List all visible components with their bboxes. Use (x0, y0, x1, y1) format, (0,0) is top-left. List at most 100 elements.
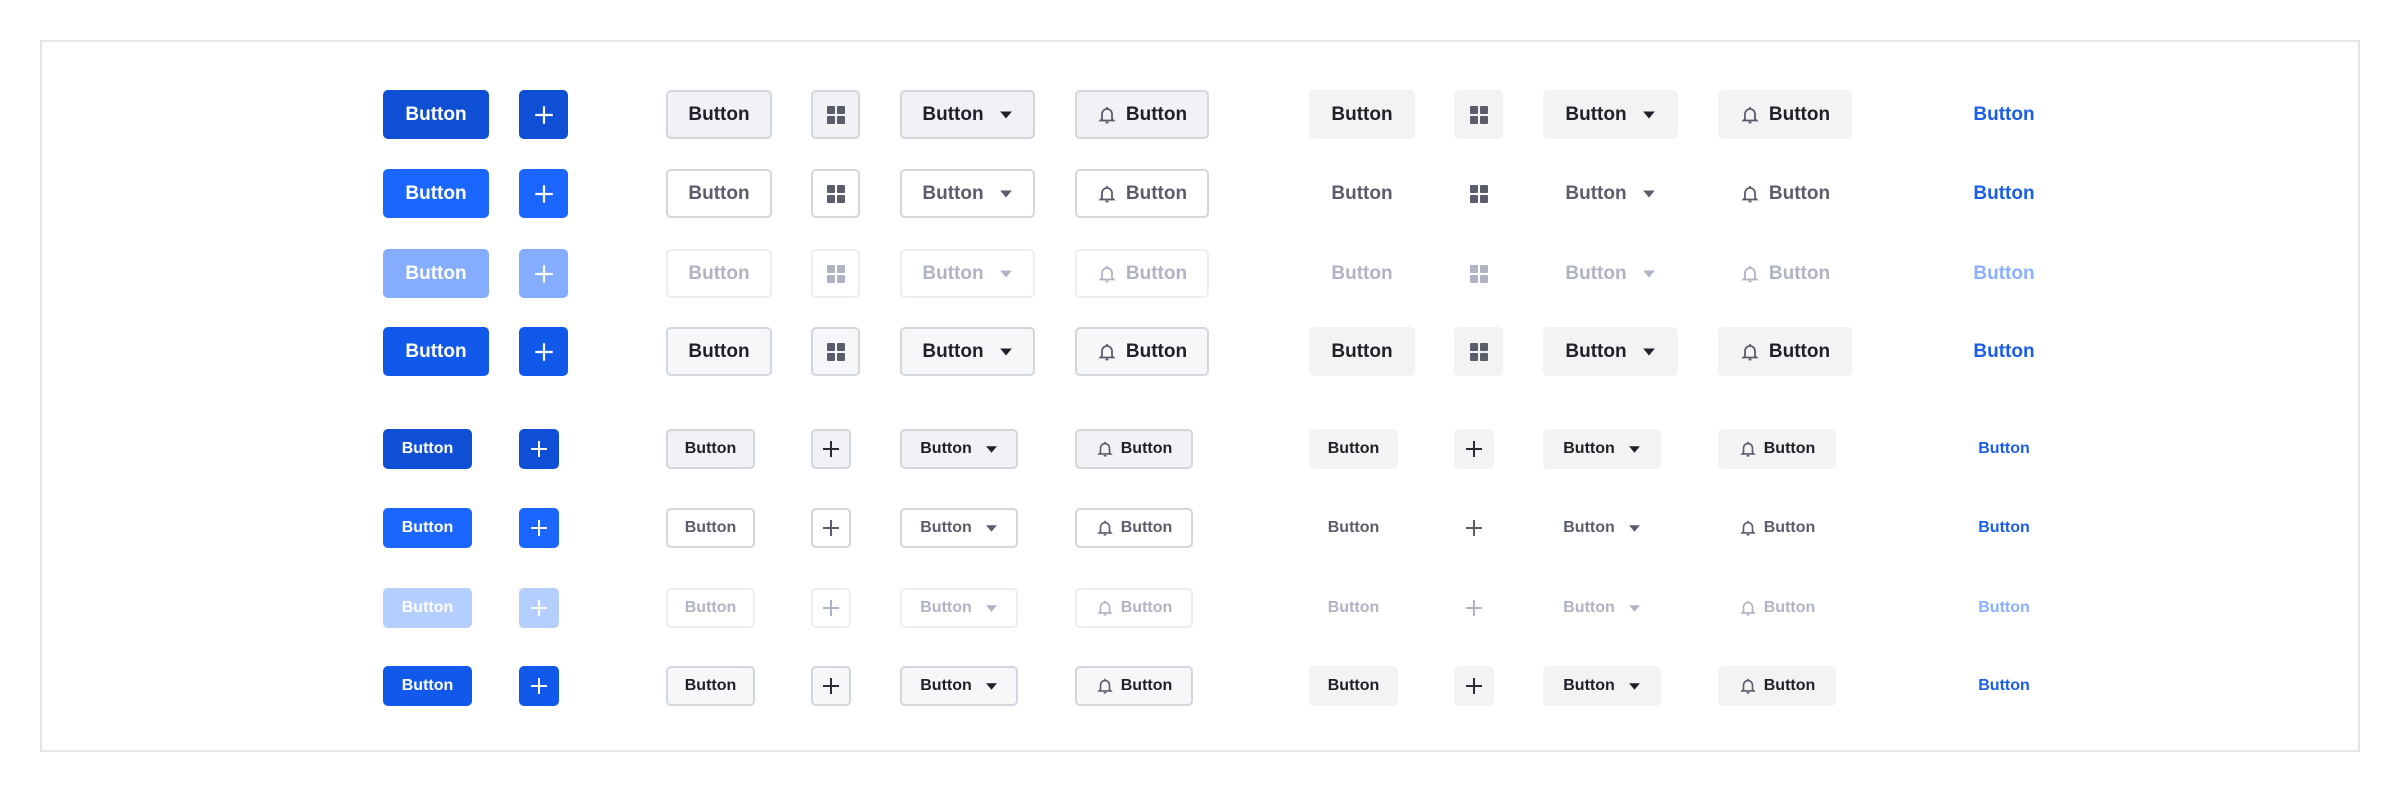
primary-button[interactable]: Button (383, 90, 489, 139)
secondary-dropdown-button[interactable]: Button (900, 90, 1035, 139)
primary-add-button[interactable] (519, 429, 559, 469)
link-button[interactable]: Button (1954, 90, 2054, 139)
grid-icon (826, 264, 846, 284)
primary-button[interactable]: Button (383, 169, 489, 218)
tertiary-notification-button[interactable]: Button (1718, 169, 1852, 218)
secondary-icon-button[interactable] (811, 588, 851, 628)
tertiary-notification-button[interactable]: Button (1718, 508, 1836, 548)
tertiary-notification-button[interactable]: Button (1718, 249, 1852, 298)
secondary-dropdown-button[interactable]: Button (900, 508, 1018, 548)
button-row-small-2: Button Button Button Button Button Button Butt… (0, 236, 2400, 548)
plus-icon (821, 598, 841, 618)
secondary-notification-button[interactable]: Button (1075, 249, 1209, 298)
tertiary-dropdown-button[interactable]: Button (1543, 666, 1661, 706)
link-button[interactable]: Button (1954, 508, 2054, 548)
primary-add-button[interactable] (519, 90, 568, 139)
button-label: Button (1120, 677, 1173, 694)
secondary-button[interactable]: Button (666, 90, 772, 139)
secondary-button[interactable]: Button (666, 169, 772, 218)
link-button[interactable]: Button (1954, 249, 2054, 298)
secondary-button[interactable]: Button (666, 588, 755, 628)
tertiary-dropdown-button[interactable]: Button (1543, 327, 1678, 376)
secondary-notification-button[interactable]: Button (1075, 508, 1193, 548)
secondary-notification-button[interactable]: Button (1075, 169, 1209, 218)
tertiary-icon-button[interactable] (1454, 588, 1494, 628)
secondary-button[interactable]: Button (666, 429, 755, 469)
primary-add-button[interactable] (519, 588, 559, 628)
secondary-icon-button[interactable] (811, 508, 851, 548)
secondary-notification-button[interactable]: Button (1075, 90, 1209, 139)
primary-add-button[interactable] (519, 327, 568, 376)
tertiary-dropdown-button[interactable]: Button (1543, 249, 1678, 298)
tertiary-button[interactable]: Button (1309, 327, 1415, 376)
tertiary-button[interactable]: Button (1309, 90, 1415, 139)
tertiary-icon-button[interactable] (1454, 327, 1503, 376)
tertiary-notification-button[interactable]: Button (1718, 666, 1836, 706)
tertiary-icon-button[interactable] (1454, 249, 1503, 298)
button-label: Button (1563, 599, 1615, 616)
link-button[interactable]: Button (1954, 429, 2054, 469)
secondary-button[interactable]: Button (666, 508, 755, 548)
primary-button[interactable]: Button (383, 429, 472, 469)
tertiary-notification-button[interactable]: Button (1718, 90, 1852, 139)
secondary-icon-button[interactable] (811, 327, 860, 376)
secondary-notification-button[interactable]: Button (1075, 327, 1209, 376)
tertiary-button[interactable]: Button (1309, 169, 1415, 218)
secondary-icon-button[interactable] (811, 90, 860, 139)
bell-icon (1739, 599, 1757, 617)
tertiary-dropdown-button[interactable]: Button (1543, 429, 1661, 469)
primary-add-button[interactable] (519, 249, 568, 298)
tertiary-button[interactable]: Button (1309, 588, 1398, 628)
tertiary-button[interactable]: Button (1309, 249, 1415, 298)
primary-button[interactable]: Button (383, 508, 472, 548)
primary-button[interactable]: Button (383, 249, 489, 298)
secondary-dropdown-button[interactable]: Button (900, 429, 1018, 469)
link-button[interactable]: Button (1954, 327, 2054, 376)
tertiary-button[interactable]: Button (1309, 666, 1398, 706)
tertiary-icon-button[interactable] (1454, 508, 1494, 548)
secondary-notification-button[interactable]: Button (1075, 429, 1193, 469)
tertiary-notification-button[interactable]: Button (1718, 429, 1836, 469)
tertiary-icon-button[interactable] (1454, 169, 1503, 218)
secondary-icon-button[interactable] (811, 169, 860, 218)
secondary-icon-button[interactable] (811, 666, 851, 706)
primary-add-button[interactable] (519, 508, 559, 548)
link-button[interactable]: Button (1954, 169, 2054, 218)
tertiary-notification-button[interactable]: Button (1718, 327, 1852, 376)
tertiary-dropdown-button[interactable]: Button (1543, 90, 1678, 139)
secondary-dropdown-button[interactable]: Button (900, 169, 1035, 218)
secondary-icon-button[interactable] (811, 249, 860, 298)
caret-down-icon (1642, 267, 1656, 281)
tertiary-icon-button[interactable] (1454, 666, 1494, 706)
primary-button[interactable]: Button (383, 588, 472, 628)
secondary-notification-button[interactable]: Button (1075, 588, 1193, 628)
button-label: Button (1768, 340, 1831, 362)
link-button[interactable]: Button (1954, 666, 2054, 706)
tertiary-dropdown-button[interactable]: Button (1543, 169, 1678, 218)
primary-add-button[interactable] (519, 169, 568, 218)
primary-button[interactable]: Button (383, 666, 472, 706)
secondary-notification-button[interactable]: Button (1075, 666, 1193, 706)
secondary-icon-button[interactable] (811, 429, 851, 469)
tertiary-dropdown-button[interactable]: Button (1543, 588, 1661, 628)
button-label: Button (1973, 182, 2035, 204)
button-label: Button (401, 677, 454, 694)
tertiary-button[interactable]: Button (1309, 429, 1398, 469)
primary-button[interactable]: Button (383, 327, 489, 376)
tertiary-icon-button[interactable] (1454, 90, 1503, 139)
secondary-dropdown-button[interactable]: Button (900, 666, 1018, 706)
secondary-dropdown-button[interactable]: Button (900, 327, 1035, 376)
tertiary-button[interactable]: Button (1309, 508, 1398, 548)
tertiary-notification-button[interactable]: Button (1718, 588, 1836, 628)
secondary-button[interactable]: Button (666, 249, 772, 298)
link-button[interactable]: Button (1954, 588, 2054, 628)
tertiary-icon-button[interactable] (1454, 429, 1494, 469)
plus-icon (821, 518, 841, 538)
secondary-dropdown-button[interactable]: Button (900, 588, 1018, 628)
secondary-button[interactable]: Button (666, 666, 755, 706)
primary-add-button[interactable] (519, 666, 559, 706)
secondary-button[interactable]: Button (666, 327, 772, 376)
tertiary-dropdown-button[interactable]: Button (1543, 508, 1661, 548)
secondary-dropdown-button[interactable]: Button (900, 249, 1035, 298)
button-label: Button (684, 677, 737, 694)
